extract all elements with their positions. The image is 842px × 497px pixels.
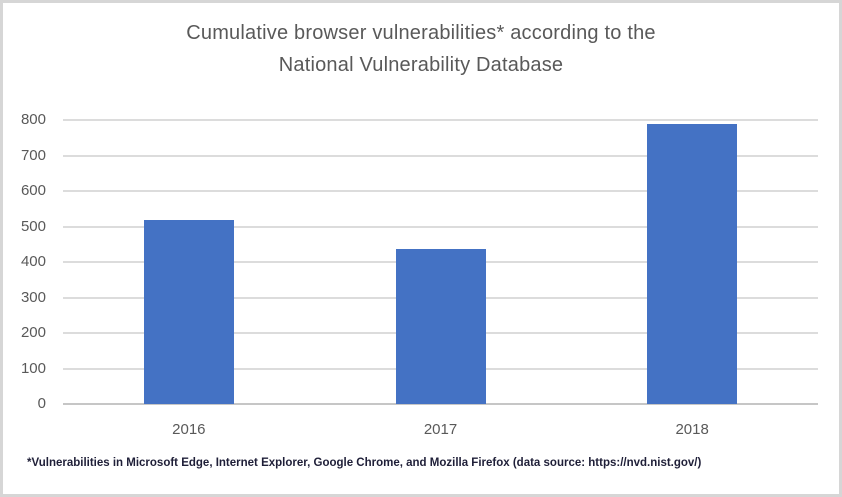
y-tick-label-100: 100 (20, 359, 46, 377)
y-tick-label-300: 300 (20, 288, 46, 306)
gridline-y-800 (63, 119, 818, 121)
gridline-y-600 (63, 190, 818, 192)
chart-title: Cumulative browser vulnerabilities* acco… (0, 17, 842, 81)
x-tick-label-2016: 2016 (172, 421, 206, 438)
y-tick-label-200: 200 (20, 324, 46, 341)
gridline-y-500 (63, 225, 818, 228)
y-tick-label-400: 400 (20, 253, 46, 270)
chart-footnote: *Vulnerabilities in Microsoft Edge, Inte… (27, 457, 702, 469)
bar-2018 (647, 123, 738, 404)
y-tick-label-500: 500 (20, 217, 46, 235)
gridline-y-700 (63, 154, 818, 157)
x-axis-line (63, 403, 818, 405)
chart-title-line-2: National Vulnerability Database (278, 54, 564, 76)
bar-2016 (143, 220, 234, 404)
y-tick-label-800: 800 (20, 111, 46, 128)
x-tick-label-2017: 2017 (423, 421, 458, 438)
y-tick-label-700: 700 (20, 146, 46, 164)
y-tick-label-0: 0 (37, 395, 46, 412)
chart-title-line-1: Cumulative browser vulnerabilities* acco… (186, 22, 656, 44)
bar-2017 (395, 248, 486, 404)
y-tick-label-600: 600 (20, 182, 46, 199)
x-tick-label-2018: 2018 (675, 421, 709, 438)
